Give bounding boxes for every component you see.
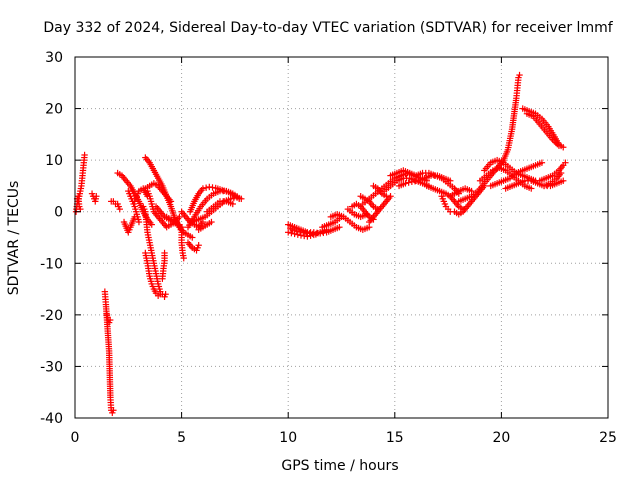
data-point [336, 223, 343, 231]
data-track [140, 203, 169, 301]
y-tick-label: -10 [40, 256, 63, 272]
data-point [538, 159, 546, 166]
data-point [528, 185, 535, 192]
data-point [157, 291, 164, 298]
data-point [208, 218, 215, 226]
data-track [189, 194, 245, 226]
data-point [557, 169, 565, 177]
data-point [516, 71, 523, 79]
x-tick-label: 15 [386, 430, 404, 446]
x-tick-label: 10 [279, 430, 297, 446]
data-track [159, 249, 168, 282]
data-point [555, 142, 563, 149]
x-axis-label: GPS time / hours [281, 458, 398, 474]
data-point [562, 159, 569, 166]
data-point [383, 193, 390, 200]
y-tick-label: 20 [45, 102, 63, 118]
y-tick-label: -30 [40, 359, 63, 375]
data-point [106, 316, 114, 324]
data-track [523, 110, 563, 149]
data-point [238, 195, 245, 203]
data-track [142, 249, 164, 299]
data-track [163, 213, 187, 262]
data-track [101, 288, 117, 417]
data-point [199, 185, 207, 192]
y-axis-label: SDTVAR / TECUs [6, 181, 22, 296]
data-track [319, 213, 345, 231]
data-point [285, 229, 292, 236]
x-tick-label: 20 [492, 430, 510, 446]
data-points-layer [72, 71, 569, 417]
data-track [536, 159, 569, 184]
data-track [203, 198, 236, 215]
data-track [540, 169, 565, 190]
data-track [287, 225, 320, 238]
data-track [142, 180, 175, 205]
plot-frame [74, 56, 609, 419]
data-point [560, 177, 567, 184]
data-point [229, 200, 236, 208]
y-tick-label: 0 [54, 205, 63, 221]
data-point [167, 198, 175, 205]
data-point [195, 242, 202, 249]
data-point [402, 180, 409, 187]
data-point [161, 249, 168, 257]
data-track [144, 187, 183, 231]
data-track [487, 159, 546, 190]
y-tick-label: 10 [45, 153, 63, 169]
x-tick-label: 0 [71, 430, 80, 446]
data-point [374, 205, 381, 213]
data-track [423, 182, 467, 213]
data-point [312, 231, 320, 238]
data-track [103, 311, 114, 326]
data-point [93, 193, 100, 200]
data-point [288, 229, 295, 237]
data-track [88, 190, 100, 205]
data-track [438, 193, 454, 215]
data-point [135, 218, 143, 226]
data-point [405, 179, 412, 186]
data-point [176, 213, 183, 221]
y-tick-label: 30 [45, 50, 63, 66]
x-tick-label: 25 [599, 430, 617, 446]
data-point [110, 407, 117, 414]
data-track [184, 239, 202, 254]
data-point [180, 254, 187, 262]
data-track [502, 177, 567, 192]
data-point [81, 151, 88, 159]
data-point [560, 144, 567, 151]
x-tick-label: 5 [177, 430, 186, 446]
data-point [116, 205, 123, 213]
y-tick-label: -20 [40, 308, 63, 324]
data-point [202, 184, 210, 191]
y-tick-label: -40 [40, 411, 63, 427]
data-point [189, 234, 196, 241]
chart-title: Day 332 of 2024, Sidereal Day-to-day VTE… [43, 20, 613, 36]
data-track [327, 211, 373, 233]
data-track [195, 218, 215, 233]
data-track [108, 198, 123, 213]
axis-ticks-layer: 0 5 10 15 20 25 -40 -30 -20 -10 0 10 20 30 [40, 50, 617, 446]
